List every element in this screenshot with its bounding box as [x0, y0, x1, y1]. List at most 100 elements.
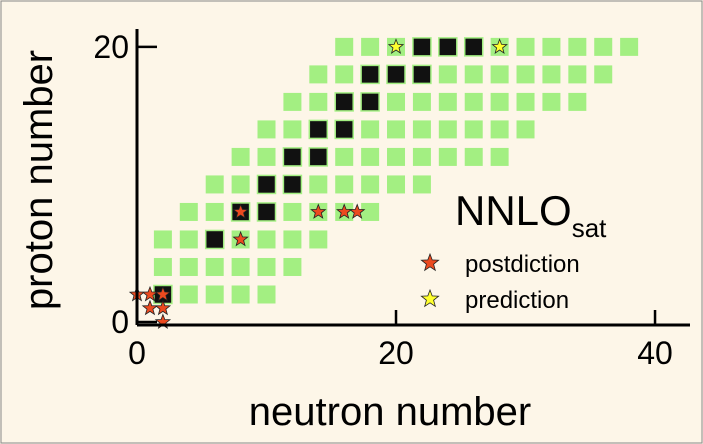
nucleus-square — [490, 147, 509, 166]
nucleus-square — [594, 37, 613, 56]
nucleus-square — [334, 119, 354, 140]
nucleus-square — [283, 92, 302, 111]
nucleus-square — [438, 92, 457, 111]
nucleus-square — [283, 257, 302, 276]
nucleus-square — [309, 175, 328, 194]
nucleus-square — [308, 147, 329, 167]
y-tick-label: 20 — [93, 29, 129, 65]
nucleus-square — [387, 175, 406, 194]
nucleus-square — [231, 285, 250, 304]
nucleus-square — [283, 120, 302, 139]
nucleus-square — [361, 147, 380, 166]
nucleus-square — [153, 257, 172, 276]
y-axis-label: proton number — [17, 50, 61, 310]
nucleus-square — [335, 147, 354, 166]
legend-title-main: NNLO — [455, 187, 572, 234]
nucleus-square — [205, 175, 224, 194]
nucleus-square — [490, 120, 509, 139]
legend-label: prediction — [465, 287, 569, 314]
nucleus-square — [568, 92, 587, 111]
nucleus-square — [231, 175, 250, 194]
nucleus-square — [257, 120, 276, 139]
nucleus-square — [309, 230, 328, 249]
nucleus-square — [309, 65, 328, 84]
legend-label: postdiction — [465, 251, 580, 278]
nucleus-square — [438, 147, 457, 166]
nucleus-square — [257, 257, 276, 276]
nucleus-square — [387, 147, 406, 166]
nucleus-square — [387, 92, 406, 111]
nucleus-square — [594, 65, 613, 84]
x-axis-label: neutron number — [249, 390, 531, 434]
nucleus-square — [361, 202, 380, 221]
nucleus-square — [387, 120, 406, 139]
x-tick-label: 40 — [637, 335, 673, 371]
nucleus-square — [309, 92, 328, 111]
nucleus-square — [542, 92, 561, 111]
nucleus-square — [490, 92, 509, 111]
nucleus-square — [282, 174, 303, 195]
nucleus-square — [412, 120, 431, 139]
star-marker — [154, 299, 172, 316]
nucleus-square — [257, 285, 276, 304]
star-marker — [491, 38, 508, 54]
nucleus-square — [153, 230, 172, 249]
nucleus-square — [231, 257, 250, 276]
star-marker — [154, 285, 172, 302]
nucleus-square — [412, 64, 432, 85]
legend-title: NNLOsat — [455, 187, 607, 243]
nucleus-square — [620, 37, 639, 56]
nucleus-square — [335, 65, 354, 84]
star-marker — [387, 38, 405, 54]
nucleus-square — [335, 175, 354, 194]
nucleus-square — [386, 64, 406, 85]
nucleus-square — [256, 202, 277, 222]
nucleus-square — [179, 202, 198, 221]
legend-title-sub: sat — [572, 213, 607, 243]
nucleus-square — [360, 92, 380, 112]
nucleus-square — [438, 65, 457, 84]
nucleus-square — [283, 202, 302, 221]
nucleus-square — [361, 175, 380, 194]
nucleus-square — [412, 147, 431, 166]
star-marker — [232, 230, 249, 247]
nucleus-square — [179, 257, 198, 276]
nucleus-square — [490, 65, 509, 84]
nucleus-square — [204, 229, 225, 250]
star-marker — [348, 203, 366, 219]
nucleus-square — [412, 175, 431, 194]
nucleus-square — [516, 37, 535, 56]
nucleus-square — [283, 230, 302, 249]
nucleus-square — [438, 37, 458, 57]
nucleus-square — [179, 285, 198, 304]
legend-marker — [420, 288, 440, 308]
nucleus-square — [542, 65, 561, 84]
nucleus-square — [464, 120, 483, 139]
star-marker — [310, 203, 327, 219]
nucleus-square — [205, 257, 224, 276]
nucleus-square — [361, 37, 380, 56]
nucleus-square — [464, 147, 483, 166]
nucleus-square — [516, 65, 535, 84]
nucleus-square — [308, 119, 329, 140]
nucleus-square — [361, 120, 380, 139]
nucleus-square — [463, 37, 484, 57]
x-tick-label: 20 — [378, 335, 414, 371]
nucleus-square — [257, 147, 276, 166]
nucleus-square — [412, 37, 432, 57]
nucleus-square — [464, 92, 483, 111]
nucleus-square — [205, 285, 224, 304]
nucleus-square — [231, 147, 250, 166]
nucleus-square — [542, 37, 561, 56]
nucleus-square — [568, 65, 587, 84]
nucleus-square — [205, 202, 224, 221]
nucleus-square — [335, 37, 354, 56]
nucleus-square — [438, 120, 457, 139]
nucleus-square — [360, 64, 380, 85]
y-tick-label: 0 — [111, 304, 129, 340]
star-marker — [232, 203, 249, 219]
nucleus-square — [256, 174, 277, 195]
